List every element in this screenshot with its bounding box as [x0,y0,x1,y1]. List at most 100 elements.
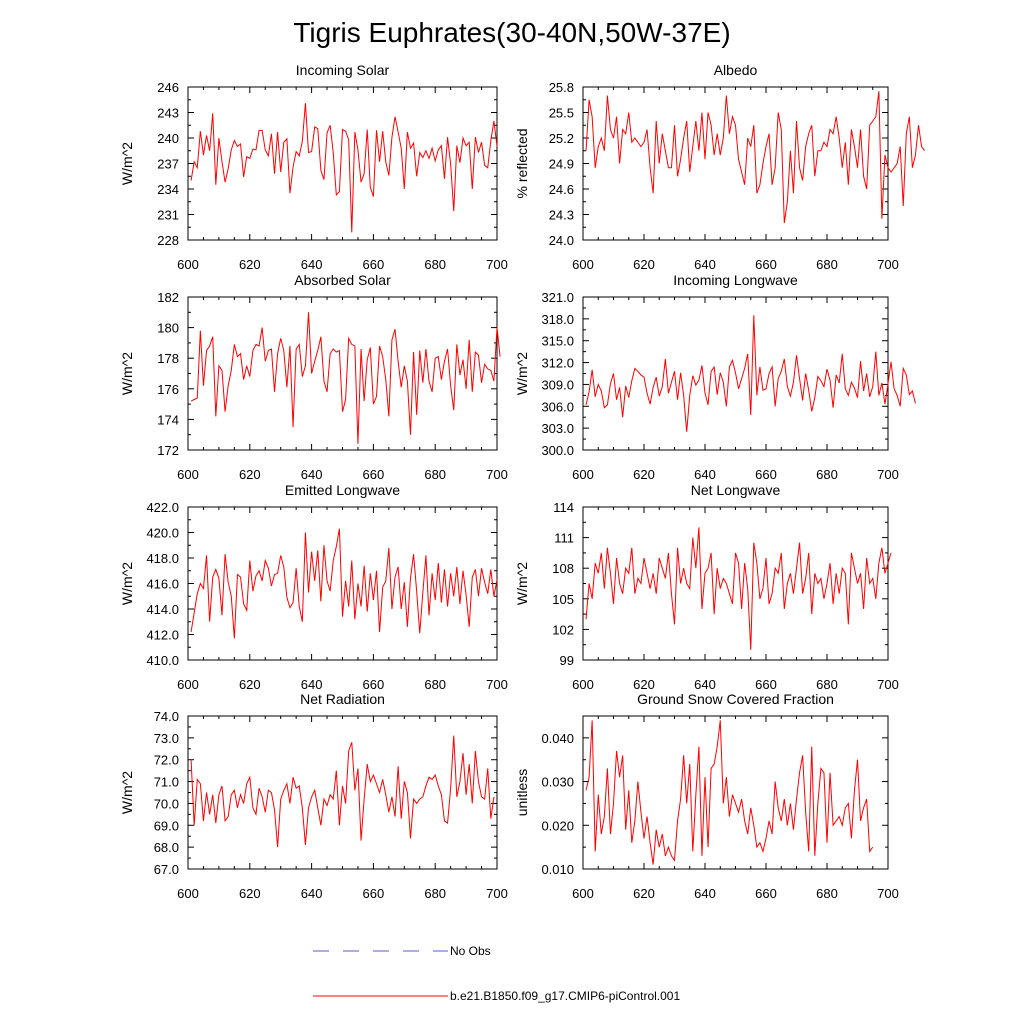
x-tick-label: 700 [486,886,508,901]
x-tick-label: 600 [572,467,594,482]
x-tick-label: 640 [301,677,323,692]
x-tick-label: 680 [816,886,838,901]
y-tick-label: 315.0 [541,334,574,349]
y-tick-label: 246 [157,80,179,95]
y-axis-label: unitless [514,769,530,816]
x-tick-label: 660 [755,886,777,901]
panel-4: Incoming Longwave W/m^2 600 620 640 660 680 700… [514,272,916,482]
panel-2: Albedo % reflected 600 620 640 660 680 700 24.0 2… [514,62,926,272]
panel-title: Albedo [714,62,758,78]
y-tick-label: 420.0 [146,526,179,541]
y-tick-label: 228 [157,233,179,248]
x-tick-label: 700 [877,677,899,692]
x-tick-label: 620 [239,467,261,482]
y-tick-label: 69.0 [154,818,179,833]
x-tick-label: 600 [177,467,199,482]
series-line [190,103,498,233]
y-tick-label: 0.020 [541,818,574,833]
x-tick-label: 640 [301,257,323,272]
series-line [585,720,874,865]
y-axis-label: W/m^2 [119,142,135,185]
x-tick-label: 640 [301,886,323,901]
y-tick-label: 416.0 [146,577,179,592]
y-tick-label: 422.0 [146,500,179,515]
panel-1: Incoming Solar W/m^2 600 620 640 660 680 700 228… [119,62,508,272]
x-tick-label: 600 [177,257,199,272]
x-tick-label: 680 [816,467,838,482]
x-tick-label: 640 [694,677,716,692]
y-tick-label: 321.0 [541,290,574,305]
series-line [190,528,498,639]
y-tick-label: 108 [552,561,574,576]
y-tick-label: 102 [552,622,574,637]
x-tick-label: 620 [239,886,261,901]
y-tick-label: 70.0 [154,796,179,811]
x-tick-label: 680 [816,677,838,692]
legend-model-label: b.e21.B1850.f09_g17.CMIP6-piControl.001 [450,989,680,1003]
panel-5: Emitted Longwave W/m^2 600 620 640 660 680 700 4… [119,482,508,692]
y-tick-label: 73.0 [154,731,179,746]
y-tick-label: 176 [157,382,179,397]
y-tick-label: 114 [553,500,574,515]
y-axis-label: W/m^2 [119,562,135,605]
x-tick-label: 700 [877,257,899,272]
y-tick-label: 178 [157,351,179,366]
y-tick-label: 0.010 [541,862,574,877]
legend-obs-label: No Obs [450,944,491,958]
y-tick-label: 412.0 [146,628,179,643]
y-tick-label: 0.040 [541,731,574,746]
y-tick-label: 68.0 [154,840,179,855]
series-line [585,315,916,432]
y-axis-label: W/m^2 [119,352,135,395]
x-tick-label: 640 [694,467,716,482]
y-axis-label: W/m^2 [514,562,530,605]
panel-title: Net Longwave [691,482,781,498]
y-tick-label: 234 [157,182,179,197]
y-tick-label: 99 [560,653,574,668]
x-tick-label: 700 [877,886,899,901]
panel-3: Absorbed Solar W/m^2 600 620 640 660 680 700 172… [119,272,508,482]
y-tick-label: 25.8 [549,80,574,95]
y-tick-label: 306.0 [541,399,574,414]
y-tick-label: 72.0 [154,753,179,768]
y-tick-label: 74.0 [154,709,179,724]
y-tick-label: 174 [157,412,179,427]
y-axis-label: W/m^2 [514,352,530,395]
y-tick-label: 243 [157,106,179,121]
panel-8: Ground Snow Covered Fraction unitless 600 6… [514,691,899,901]
panel-title: Ground Snow Covered Fraction [637,691,834,707]
x-tick-label: 620 [633,257,655,272]
panel-7: Net Radiation W/m^2 600 620 640 660 680 700 67.0… [119,691,508,901]
panel-title: Incoming Solar [296,62,390,78]
x-tick-label: 600 [572,677,594,692]
x-tick-label: 600 [177,886,199,901]
y-tick-label: 172 [157,443,179,458]
x-tick-label: 620 [633,467,655,482]
x-tick-label: 620 [633,677,655,692]
panel-6: Net Longwave W/m^2 600 620 640 660 680 700 99 102… [514,482,899,692]
x-tick-label: 680 [816,257,838,272]
x-tick-label: 620 [239,677,261,692]
series-line [585,91,926,224]
series-line [585,527,892,650]
x-tick-label: 680 [424,886,446,901]
y-tick-label: 312.0 [541,356,574,371]
x-tick-label: 620 [239,257,261,272]
legend: No Obs b.e21.B1850.f09_g17.CMIP6-piContr… [313,944,680,1003]
x-tick-label: 680 [424,257,446,272]
y-tick-label: 24.0 [549,233,574,248]
y-tick-label: 25.5 [549,106,574,121]
x-tick-label: 600 [572,257,594,272]
x-tick-label: 660 [363,467,385,482]
x-tick-label: 660 [363,677,385,692]
y-tick-label: 111 [554,531,574,546]
y-tick-label: 414.0 [146,602,179,617]
panel-title: Net Radiation [300,691,385,707]
y-tick-label: 318.0 [541,312,574,327]
y-tick-label: 25.2 [549,131,574,146]
y-tick-label: 24.3 [549,208,574,223]
x-tick-label: 660 [363,257,385,272]
y-tick-label: 0.030 [541,775,574,790]
x-tick-label: 700 [486,677,508,692]
x-tick-label: 660 [363,886,385,901]
